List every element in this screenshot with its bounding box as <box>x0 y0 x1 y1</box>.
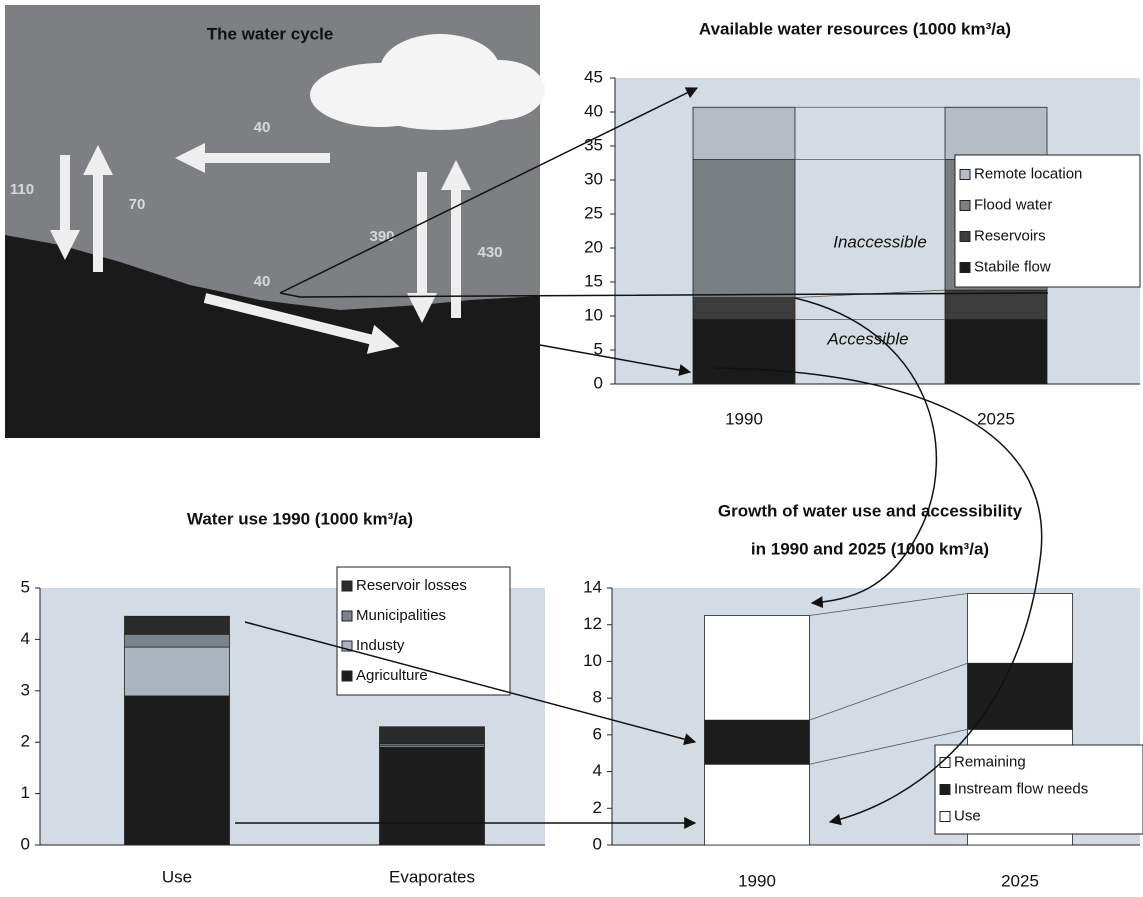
y-tick-label: 5 <box>594 339 603 358</box>
legend-label: Reservoirs <box>974 227 1046 244</box>
charts: Available water resources (1000 km³/a) 0 5… <box>21 19 1143 890</box>
bar-segment <box>944 289 1048 320</box>
bar-segment <box>944 318 1048 385</box>
land <box>5 235 540 438</box>
y-tick-label: 45 <box>584 67 603 86</box>
legend-swatch <box>959 200 971 211</box>
y-tick-label: 10 <box>583 651 602 670</box>
legend-label: Municipalities <box>356 607 446 624</box>
x-tick-label: 2025 <box>977 409 1015 428</box>
flow-label: 430 <box>477 244 502 261</box>
flow-label: 110 <box>10 181 34 198</box>
flow-label: 70 <box>129 196 146 213</box>
y-tick-label: 3 <box>21 680 30 699</box>
chart-title: Available water resources (1000 km³/a) <box>699 19 1011 38</box>
bar-segment <box>692 159 796 299</box>
annotation: Inaccessible <box>833 232 927 251</box>
y-tick-label: 30 <box>584 169 603 188</box>
bar-segment <box>692 297 796 320</box>
y-tick-label: 40 <box>584 101 603 120</box>
legend-swatch <box>959 262 971 273</box>
y-tick-label: 10 <box>584 305 603 324</box>
bar-segment <box>944 106 1048 160</box>
legend-label: Reservoir losses <box>356 577 467 594</box>
bar-segment <box>124 615 230 635</box>
legend-box <box>934 744 1143 835</box>
y-tick-label: 2 <box>593 798 602 817</box>
connector <box>809 728 968 765</box>
chart-title: in 1990 and 2025 (1000 km³/a) <box>751 539 989 558</box>
cloud <box>310 34 545 130</box>
legend-label: Industy <box>356 637 405 654</box>
legend-label: Use <box>954 807 981 824</box>
legend-label: Agriculture <box>356 667 428 684</box>
legend-swatch <box>341 640 353 652</box>
legend-swatch <box>939 784 951 795</box>
legend-swatch <box>959 231 971 242</box>
legend-label: Flood water <box>974 196 1052 213</box>
legend-label: Stabile flow <box>974 258 1051 275</box>
y-tick-label: 4 <box>21 629 30 648</box>
x-tick-label: Use <box>162 867 192 886</box>
chart-title: Growth of water use and accessibility <box>718 501 1023 520</box>
water-cycle-title: The water cycle <box>207 24 334 43</box>
y-tick-label: 35 <box>584 135 603 154</box>
flow-label: 390 <box>369 228 394 245</box>
bar-segment <box>967 593 1073 664</box>
legend-swatch <box>341 670 353 682</box>
y-tick-label: 8 <box>593 688 602 707</box>
y-tick-label: 5 <box>21 577 30 596</box>
legend-box <box>336 566 511 696</box>
y-tick-label: 25 <box>584 203 603 222</box>
bar-segment <box>124 646 230 697</box>
bar-segment <box>967 662 1073 730</box>
legend-box <box>954 154 1141 288</box>
bar-segment <box>704 763 810 846</box>
y-tick-label: 12 <box>583 614 602 633</box>
y-tick-label: 2 <box>21 732 30 751</box>
flow-label: 40 <box>254 119 271 136</box>
y-tick-label: 6 <box>593 724 602 743</box>
x-tick-label: 1990 <box>725 409 763 428</box>
legend-label: Remaining <box>954 753 1026 770</box>
y-tick-label: 0 <box>593 834 602 853</box>
legend-swatch <box>341 580 353 592</box>
flow-label: 40 <box>254 273 271 290</box>
flow-arrows <box>50 143 471 354</box>
bar-segment <box>379 746 485 846</box>
y-tick-label: 0 <box>594 373 603 392</box>
y-tick-label: 20 <box>584 237 603 256</box>
y-tick-label: 14 <box>583 577 602 596</box>
x-tick-label: 1990 <box>738 871 776 890</box>
y-tick-label: 15 <box>584 271 603 290</box>
legend-label: Instream flow needs <box>954 780 1088 797</box>
legend-swatch <box>939 757 951 768</box>
legend-swatch <box>959 169 971 180</box>
bar-segment <box>692 318 796 385</box>
legend-swatch <box>939 811 951 822</box>
connector <box>809 662 968 721</box>
x-tick-label: 2025 <box>1001 871 1039 890</box>
y-tick-label: 4 <box>593 761 602 780</box>
x-tick-label: Evaporates <box>389 867 475 886</box>
bar-segment <box>124 633 230 648</box>
chart-title: Water use 1990 (1000 km³/a) <box>187 509 413 528</box>
legend-label: Remote location <box>974 165 1082 182</box>
y-tick-label: 1 <box>21 783 30 802</box>
y-tick-label: 0 <box>21 834 30 853</box>
bar-segment <box>704 719 810 765</box>
water-cycle: The water cycle 40 110 70 390 430 40 <box>5 5 545 438</box>
connector-arrows <box>235 87 1049 829</box>
bar-segment <box>124 695 230 846</box>
bar-segment <box>379 726 485 745</box>
legend-swatch <box>341 610 353 622</box>
connector <box>809 593 968 616</box>
bar-segment <box>704 615 810 721</box>
annotation: Accessible <box>826 329 908 348</box>
bar-segment <box>692 106 796 160</box>
